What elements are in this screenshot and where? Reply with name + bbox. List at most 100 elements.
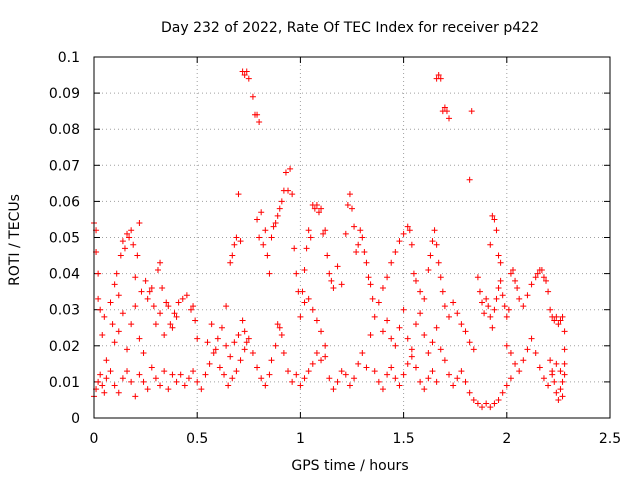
data-point [165,303,172,310]
data-point [181,382,188,389]
data-point [503,313,510,320]
data-point [462,378,469,385]
data-point [297,382,304,389]
data-point [334,263,341,270]
x-tick-label: 0 [90,431,99,447]
data-point [365,274,372,281]
data-point [450,299,457,306]
data-point [128,378,135,385]
data-point [113,270,120,277]
data-point [235,191,242,198]
x-tick-label: 2 [502,431,511,447]
data-point [507,270,514,277]
data-point [355,241,362,248]
data-point [270,223,277,230]
data-point [117,252,124,259]
data-point [412,277,419,284]
data-point [400,371,407,378]
data-point [136,371,143,378]
data-point [318,205,325,212]
data-point [212,346,219,353]
data-point [549,368,556,375]
data-point [524,292,531,299]
data-point [392,375,399,382]
data-point [148,364,155,371]
data-point [408,346,415,353]
data-point [342,371,349,378]
data-point [233,234,240,241]
data-point [553,360,560,367]
data-point [545,382,552,389]
data-point [357,227,364,234]
data-point [134,252,141,259]
data-point [367,331,374,338]
data-point [313,202,320,209]
data-point [142,277,149,284]
data-point [303,245,310,252]
data-point [285,187,292,194]
data-point [485,303,492,310]
data-point [140,378,147,385]
data-point [476,288,483,295]
data-point [559,378,566,385]
data-point [483,400,490,407]
data-point [115,328,122,335]
data-point [119,375,126,382]
data-point [136,220,143,227]
data-point [124,368,131,375]
data-point [487,404,494,411]
data-point [130,241,137,248]
data-point [299,288,306,295]
y-tick-label: 0.08 [49,122,80,138]
plot-frame [93,56,611,419]
data-point [241,328,248,335]
data-point [173,378,180,385]
data-point [446,313,453,320]
data-point [369,295,376,302]
data-point [487,313,494,320]
data-point [470,396,477,403]
data-point [183,292,190,299]
data-point [534,270,541,277]
data-point [334,378,341,385]
data-point [379,285,386,292]
data-point [289,191,296,198]
x-tick-label: 1.5 [392,431,414,447]
data-point [258,209,265,216]
data-point [392,342,399,349]
y-tick-label: 0.1 [58,50,80,66]
data-point [555,321,562,328]
data-point [441,303,448,310]
data-point [132,393,139,400]
data-point [268,234,275,241]
data-point [171,310,178,317]
data-point [305,368,312,375]
data-point [338,281,345,288]
data-point [410,270,417,277]
data-point [322,342,329,349]
data-point [446,371,453,378]
data-point [177,371,184,378]
data-point [507,350,514,357]
data-point [353,248,360,255]
data-point [351,375,358,382]
y-tick-label: 0.02 [49,339,80,355]
data-point [115,389,122,396]
data-point [204,339,211,346]
data-point [190,368,197,375]
data-point [293,270,300,277]
data-point [433,241,440,248]
data-point [528,281,535,288]
data-point [107,368,114,375]
data-point [254,364,261,371]
data-point [256,234,263,241]
data-point [210,350,217,357]
y-tick-label: 0.06 [49,194,80,210]
data-point [497,277,504,284]
data-point [346,382,353,389]
data-point [318,328,325,335]
data-point [458,368,465,375]
data-point [328,277,335,284]
data-point [126,234,133,241]
data-point [404,360,411,367]
